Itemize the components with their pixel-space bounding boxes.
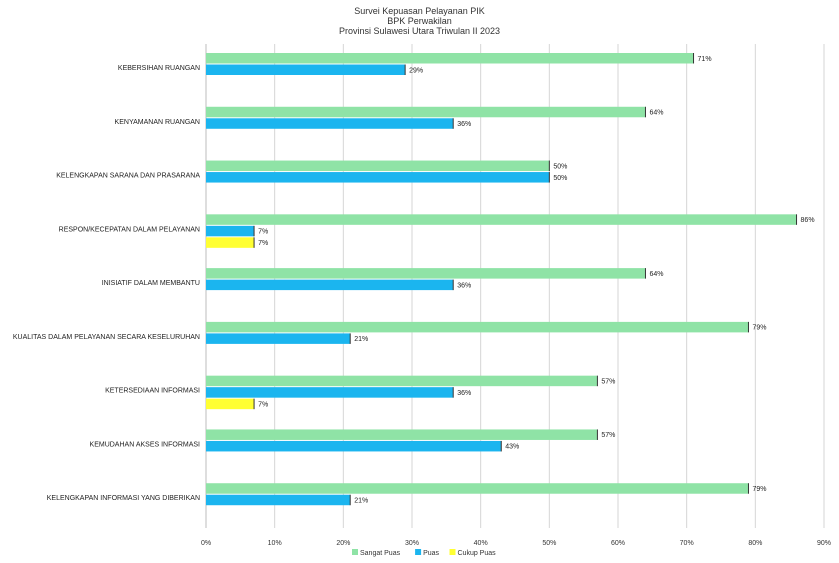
data-label: 79%	[752, 486, 766, 493]
bar-puas	[206, 225, 255, 237]
data-label: 64%	[649, 271, 663, 278]
data-label: 7%	[258, 240, 268, 247]
legend-swatch	[352, 549, 358, 555]
chart-title-line-3: Provinsi Sulawesi Utara Triwulan II 2023	[338, 26, 501, 36]
bar-puas	[206, 64, 406, 75]
data-label: 50%	[553, 163, 567, 170]
chart-title-line-2: BPK Perwakilan	[387, 16, 452, 26]
chart-title: Survei Kepuasan Pelayanan PIK BPK Perwak…	[0, 6, 839, 36]
category-label: KETERSEDIAAN INFORMASI	[105, 388, 200, 395]
x-tick-label: 40%	[474, 540, 488, 547]
category-label: KEMUDAHAN AKSES INFORMASI	[90, 441, 201, 448]
category-label: KELENGKAPAN INFORMASI YANG DIBERIKAN	[47, 495, 200, 502]
legend-swatch	[449, 549, 456, 555]
bar-sangat-puas	[206, 160, 550, 172]
x-tick-label: 20%	[336, 540, 350, 547]
data-label: 50%	[553, 175, 567, 182]
bar-sangat-puas	[206, 429, 598, 440]
bar-sangat-puas	[206, 321, 749, 333]
data-label: 36%	[457, 121, 471, 128]
category-label: KEBERSIHAN RUANGAN	[118, 65, 200, 72]
bar-puas	[206, 172, 550, 183]
category-label: KENYAMANAN RUANGAN	[115, 119, 200, 126]
data-label: 29%	[409, 67, 423, 74]
bar-puas	[206, 279, 454, 291]
category-label: INISIATIF DALAM MEMBANTU	[102, 280, 200, 287]
x-tick-label: 80%	[748, 540, 762, 547]
data-label: 7%	[258, 229, 268, 236]
data-label: 21%	[354, 336, 368, 343]
legend-label: Sangat Puas	[360, 550, 401, 557]
bar-sangat-puas	[206, 106, 646, 118]
bar-sangat-puas	[206, 268, 646, 279]
bar-puas	[206, 333, 351, 344]
x-tick-label: 60%	[611, 540, 625, 547]
legend-swatch	[415, 549, 422, 555]
data-label: 64%	[649, 110, 663, 117]
data-label: 36%	[457, 390, 471, 397]
data-label: 86%	[801, 217, 815, 224]
bar-puas	[206, 494, 351, 506]
data-label: 7%	[258, 401, 268, 408]
bar-sangat-puas	[206, 53, 694, 64]
bar-cukup-puas	[206, 398, 255, 410]
bar-sangat-puas	[206, 375, 598, 387]
legend-label: Cukup Puas	[458, 550, 497, 557]
x-tick-label: 0%	[201, 540, 211, 547]
data-label: 57%	[601, 378, 615, 385]
x-tick-label: 90%	[817, 540, 831, 547]
category-label: RESPON/KECEPATAN DALAM PELAYANAN	[59, 226, 200, 233]
bar-puas	[206, 440, 502, 452]
bar-puas	[206, 387, 454, 398]
x-tick-label: 30%	[405, 540, 419, 547]
data-label: 43%	[505, 444, 519, 451]
data-label: 57%	[601, 432, 615, 439]
legend-label: Puas	[423, 550, 439, 557]
category-label: KUALITAS DALAM PELAYANAN SECARA KESELURU…	[13, 334, 200, 341]
chart-title-line-1: Survei Kepuasan Pelayanan PIK	[354, 6, 485, 16]
data-label: 79%	[752, 325, 766, 332]
x-tick-label: 10%	[268, 540, 282, 547]
data-label: 36%	[457, 282, 471, 289]
x-tick-label: 70%	[680, 540, 694, 547]
x-tick-label: 50%	[542, 540, 556, 547]
data-label: 71%	[698, 56, 712, 63]
data-label: 21%	[354, 497, 368, 504]
bar-puas	[206, 118, 454, 129]
category-label: KELENGKAPAN SARANA DAN PRASARANA	[56, 173, 200, 180]
bar-sangat-puas	[206, 483, 749, 494]
bar-cukup-puas	[206, 237, 255, 248]
bar-sangat-puas	[206, 214, 797, 225]
